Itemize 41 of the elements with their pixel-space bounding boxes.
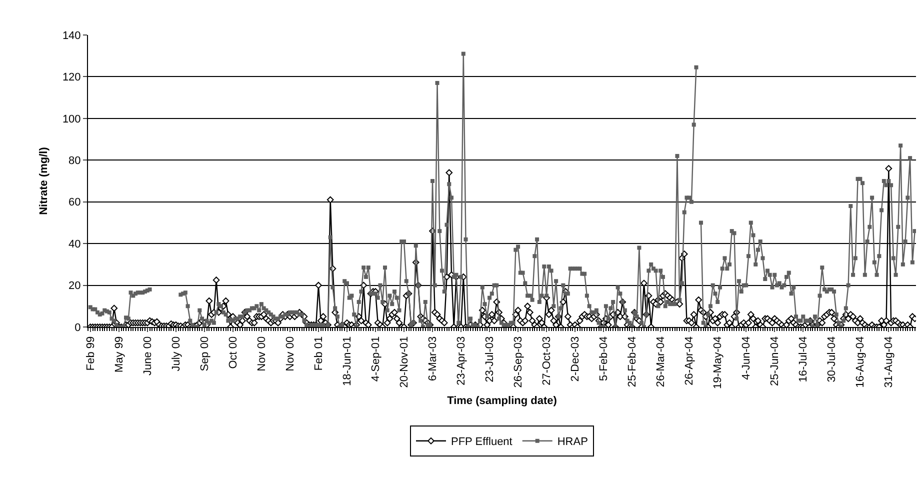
x-tick-label: 5-Feb-04: [598, 336, 610, 382]
x-tick-label: 26-Apr-04: [684, 336, 696, 386]
x-axis-title: Time (sampling date): [447, 395, 558, 408]
x-tick-label: 26-Sep-03: [512, 336, 525, 388]
x-tick-label: 4-Sep-01: [370, 336, 382, 382]
y-tick-label: 0: [74, 322, 81, 334]
x-tick-label: 23-Jul-03: [484, 336, 496, 382]
x-tick-label: 16-Jul-04: [798, 336, 810, 382]
x-tick-label: Sep 00: [198, 336, 211, 372]
x-tick-label: 31-Aug-04: [883, 336, 896, 388]
x-tick-label: Nov 00: [284, 336, 297, 372]
y-tick-label: 120: [62, 72, 81, 84]
y-axis-title: Nitrate (mg/l): [38, 146, 50, 215]
x-tick-label: Nov 00: [256, 336, 268, 372]
y-tick-label: 40: [68, 238, 81, 250]
x-tick-label: Oct 00: [228, 336, 240, 369]
x-tick-label: 25-Jun-04: [769, 336, 782, 386]
legend-label: PFP Effluent: [451, 436, 512, 448]
legend-label: HRAP: [557, 436, 588, 448]
x-tick-label: 16-Aug-04: [854, 336, 867, 388]
x-tick-label: 30-Jul-04: [826, 336, 838, 382]
y-tick-label: 60: [68, 196, 81, 209]
y-tick-label: 80: [68, 154, 81, 167]
x-tick-label: 27-Oct-03: [541, 336, 554, 386]
x-tick-label: Feb 01: [313, 336, 326, 371]
x-tick-label: 4-Jun-04: [740, 336, 753, 380]
x-tick-label: Feb 99: [84, 336, 97, 371]
x-tick-label: May 99: [113, 336, 126, 372]
x-tick-label: 2-Dec-03: [570, 336, 582, 382]
x-tick-label: 6-Mar-03: [427, 336, 440, 382]
x-tick-label: 20-Nov-01: [398, 336, 411, 388]
x-tick-label: July 00: [170, 336, 182, 372]
x-tick-label: 23-Apr-03: [456, 336, 468, 386]
x-tick-label: 26-Mar-04: [655, 336, 668, 388]
x-tick-label: 18-Jun-01: [342, 336, 354, 386]
x-tick-label: June 00: [142, 336, 154, 376]
x-tick-label: 19-May-04: [712, 336, 724, 389]
y-tick-label: 20: [68, 280, 81, 292]
x-tick-label: 25-Feb-04: [626, 336, 639, 388]
y-tick-label: 100: [62, 113, 81, 126]
y-tick-label: 140: [62, 30, 81, 42]
